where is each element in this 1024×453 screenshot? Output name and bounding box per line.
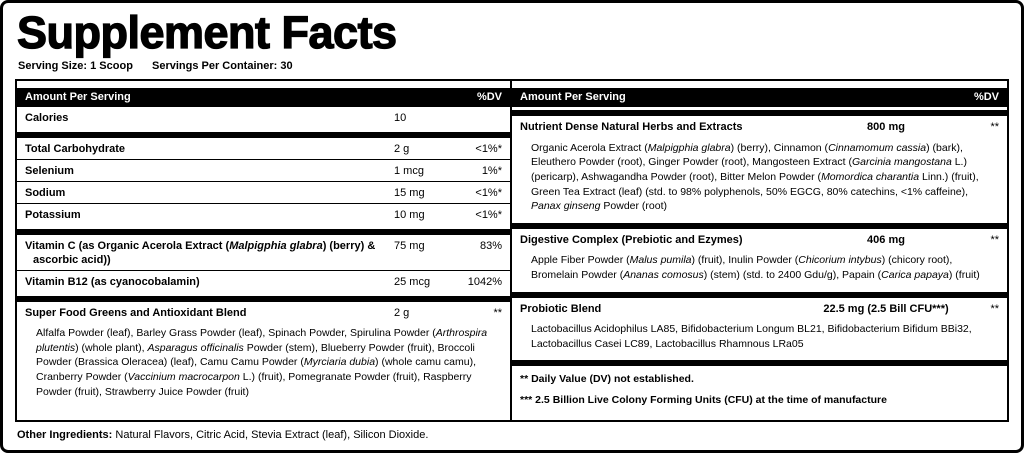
serving-info: Serving Size: 1 Scoop Servings Per Conta… <box>18 60 1009 72</box>
table-row-greens-blend: Super Food Greens and Antioxidant Blend … <box>17 302 510 323</box>
section-divider <box>17 131 510 138</box>
blend-dv: ** <box>990 302 999 315</box>
section-divider <box>512 110 1007 117</box>
nutrient-dv: <1%* <box>475 209 502 222</box>
other-ingredients-text: Natural Flavors, Citric Acid, Stevia Ext… <box>112 428 429 441</box>
nutrient-amount: 10 mg <box>394 209 425 222</box>
servings-per-container-text: Servings Per Container: 30 <box>151 60 293 73</box>
facts-column-right: Amount Per Serving %DV Nutrient Dense Na… <box>512 81 1007 420</box>
blend-dv: ** <box>990 233 999 246</box>
nutrient-amount: 15 mg <box>394 187 425 200</box>
nutrient-dv: 1042% <box>467 276 502 289</box>
blend-name: Probiotic Blend <box>520 302 602 315</box>
nutrient-dv: <1%* <box>475 187 502 200</box>
other-ingredients: Other Ingredients: Natural Flavors, Citr… <box>17 429 1007 442</box>
blend-amount: 800 mg <box>867 121 905 134</box>
amount-per-serving-label: Amount Per Serving <box>25 91 131 104</box>
nutrient-name: Vitamin C (as Organic Acerola Extract (M… <box>25 239 376 267</box>
nutrient-amount: 2 g <box>394 142 410 155</box>
blend-name: Digestive Complex (Prebiotic and Ezymes) <box>520 233 743 246</box>
probiotic-blend-ingredients: Lactobacillus Acidophilus LA85, Bifidoba… <box>531 322 972 350</box>
blend-dv: ** <box>990 121 999 134</box>
digestive-complex-ingredients: Apple Fiber Powder (Malus pumila) (fruit… <box>531 254 980 281</box>
nutrient-name: Selenium <box>25 164 74 177</box>
amount-per-serving-label: Amount Per Serving <box>520 91 626 104</box>
blend-amount: 406 mg <box>867 233 905 246</box>
blend-name: Super Food Greens and Antioxidant Blend <box>25 306 247 319</box>
nutrient-dv: 83% <box>479 239 502 252</box>
nutrient-amount: 25 mcg <box>394 276 431 289</box>
table-row-probiotic-blend: Probiotic Blend 22.5 mg (2.5 Bill CFU***… <box>512 298 1007 319</box>
table-row-potassium: Potassium 10 mg <1%* <box>17 203 510 225</box>
greens-blend-ingredients: Alfalfa Powder (leaf), Barley Grass Powd… <box>36 326 488 398</box>
other-ingredients-label: Other Ingredients: <box>17 428 113 441</box>
blend-dv: ** <box>493 306 502 319</box>
table-row-vitamin-b12: Vitamin B12 (as cyanocobalamin) 25 mcg 1… <box>17 270 510 292</box>
column-header-left: Amount Per Serving %DV <box>17 88 510 108</box>
nutrient-name: Vitamin B12 (as cyanocobalamin) <box>25 276 200 289</box>
page-title: Supplement Facts <box>16 7 397 58</box>
footnote-cfu: *** 2.5 Billion Live Colony Forming Unit… <box>520 393 887 406</box>
nutrient-amount: 10 <box>394 112 407 125</box>
nutrient-dv: <1%* <box>475 142 502 155</box>
percent-dv-label: %DV <box>973 91 999 104</box>
footnote-dv-not-established: ** Daily Value (DV) not established. <box>520 373 694 386</box>
nutrient-amount: 1 mcg <box>394 164 424 177</box>
nutrient-name: Total Carbohydrate <box>25 142 126 155</box>
section-divider <box>512 222 1007 229</box>
facts-panel: Amount Per Serving %DV Calories 10 Total… <box>15 79 1009 422</box>
section-divider <box>512 291 1007 298</box>
table-row-calories: Calories 10 <box>17 107 510 128</box>
table-row-selenium: Selenium 1 mcg 1%* <box>17 158 510 181</box>
table-row-sodium: Sodium 15 mg <1%* <box>17 181 510 203</box>
table-row-vitamin-c: Vitamin C (as Organic Acerola Extract (M… <box>17 235 510 271</box>
blend-name: Nutrient Dense Natural Herbs and Extract… <box>520 121 743 134</box>
table-row-herbs-extracts: Nutrient Dense Natural Herbs and Extract… <box>512 116 1007 137</box>
facts-column-left: Amount Per Serving %DV Calories 10 Total… <box>17 81 512 420</box>
table-row-total-carbohydrate: Total Carbohydrate 2 g <1%* <box>17 138 510 159</box>
nutrient-dv: 1%* <box>481 164 502 177</box>
serving-size-text: Serving Size: 1 Scoop <box>18 60 133 73</box>
blend-amount: 22.5 mg (2.5 Bill CFU***) <box>823 302 949 315</box>
column-header-right: Amount Per Serving %DV <box>512 88 1007 108</box>
blend-amount: 2 g <box>394 306 410 319</box>
section-divider <box>512 360 1007 367</box>
nutrient-name: Calories <box>25 112 69 125</box>
herbs-extracts-ingredients: Organic Acerola Extract (Malpigphia glab… <box>531 141 979 213</box>
nutrient-name: Potassium <box>25 209 81 222</box>
percent-dv-label: %DV <box>476 91 502 104</box>
table-row-digestive-complex: Digestive Complex (Prebiotic and Ezymes)… <box>512 229 1007 250</box>
nutrient-amount: 75 mg <box>394 239 425 252</box>
section-divider <box>17 295 510 302</box>
section-divider <box>17 228 510 235</box>
nutrient-name: Sodium <box>25 187 66 200</box>
